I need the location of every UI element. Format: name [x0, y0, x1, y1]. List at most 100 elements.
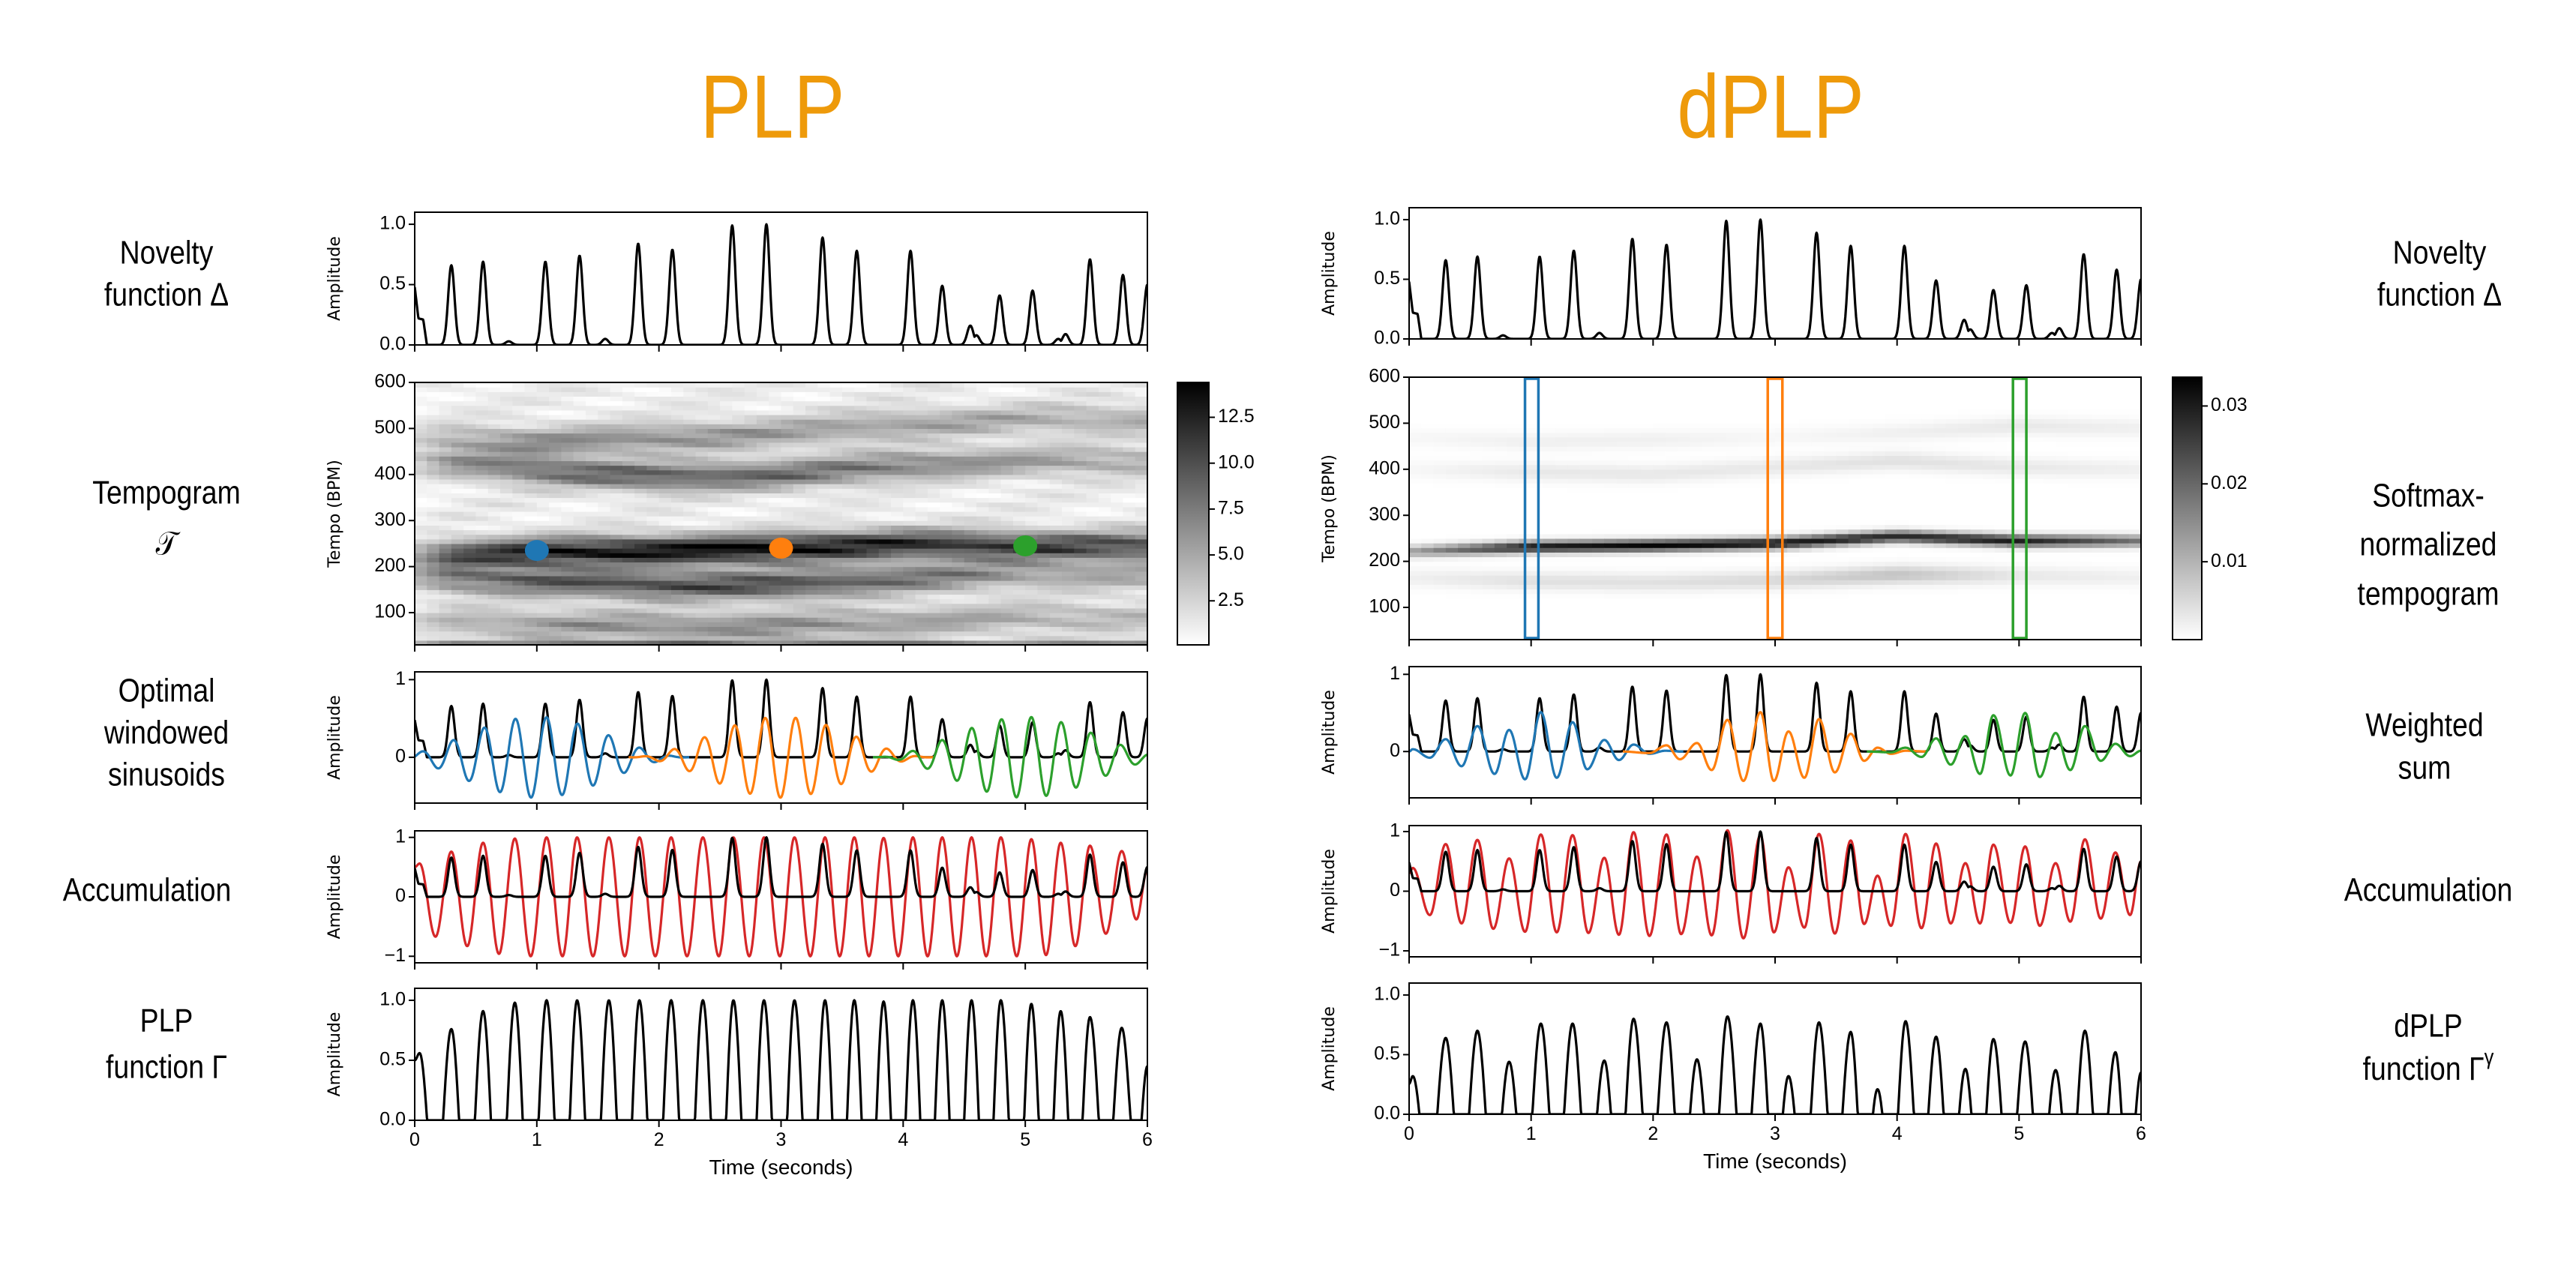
- heatmap-cell: [903, 478, 916, 484]
- heatmap-cell: [952, 478, 965, 484]
- heatmap-cell: [695, 520, 709, 526]
- heatmap-cell: [1641, 598, 1654, 604]
- heatmap-cell: [1690, 556, 1702, 562]
- heatmap-cell: [658, 400, 672, 406]
- heatmap-cell: [744, 387, 757, 392]
- heatmap-cell: [903, 405, 916, 411]
- heatmap-cell: [1458, 575, 1471, 580]
- heatmap-cell: [670, 446, 684, 452]
- heatmap-cell: [1665, 602, 1678, 608]
- heatmap-cell: [427, 534, 440, 540]
- heatmap-cell: [732, 488, 745, 493]
- heatmap-cell: [1111, 484, 1124, 489]
- heatmap-cell: [1592, 580, 1605, 585]
- heatmap-cell: [817, 562, 831, 568]
- heatmap-cell: [1123, 548, 1136, 553]
- heatmap-cell: [891, 419, 904, 424]
- heatmap-cell: [475, 543, 489, 549]
- heatmap-cell: [952, 451, 965, 457]
- heatmap-cell: [427, 617, 440, 622]
- heatmap-cell: [744, 456, 757, 461]
- heatmap-cell: [1421, 538, 1435, 544]
- heatmap-cell: [988, 538, 1002, 544]
- heatmap-cell: [439, 387, 452, 392]
- heatmap-cell: [646, 428, 660, 434]
- heatmap-cell: [1567, 478, 1581, 484]
- heatmap-cell: [499, 635, 513, 641]
- heatmap-cell: [707, 640, 721, 646]
- heatmap-cell: [670, 396, 684, 402]
- heatmap-cell: [536, 516, 550, 521]
- heatmap-cell: [1062, 446, 1075, 452]
- heatmap-cell: [817, 484, 831, 489]
- heatmap-cell: [524, 502, 538, 508]
- heatmap-cell: [1665, 625, 1678, 631]
- heatmap-cell: [1111, 387, 1124, 392]
- heatmap-cell: [1012, 520, 1026, 526]
- heatmap-cell: [940, 424, 953, 429]
- heatmap-cell: [707, 585, 721, 590]
- heatmap-cell: [1616, 423, 1630, 429]
- heatmap-cell: [439, 465, 452, 471]
- heatmap-cell: [561, 607, 574, 613]
- heatmap-cell: [927, 474, 940, 480]
- heatmap-cell: [1653, 386, 1666, 392]
- heatmap-cell: [1012, 553, 1026, 558]
- heatmap-cell: [1665, 511, 1678, 516]
- label-novelty-line2: function Δ: [104, 276, 229, 313]
- heatmap-cell: [878, 594, 892, 600]
- heatmap-cell: [1409, 602, 1422, 608]
- heatmap-cell: [549, 382, 562, 388]
- heatmap-cell: [415, 553, 427, 558]
- heatmap-cell: [1482, 436, 1495, 442]
- heatmap-cell: [1025, 456, 1039, 461]
- heatmap-cell: [1445, 377, 1459, 382]
- heatmap-cell: [1665, 505, 1678, 511]
- heatmap-cell: [439, 419, 452, 424]
- heatmap-cell: [1000, 478, 1014, 484]
- heatmap-cell: [756, 562, 769, 568]
- heatmap-cell: [756, 617, 769, 622]
- heatmap-cell: [1074, 617, 1087, 622]
- heatmap-cell: [756, 516, 769, 521]
- heatmap-cell: [793, 469, 806, 475]
- heatmap-cell: [1555, 409, 1569, 415]
- heatmap-cell: [1012, 382, 1026, 388]
- heatmap-cell: [1507, 483, 1519, 488]
- heatmap-cell: [915, 428, 928, 434]
- heatmap-cell: [1543, 464, 1556, 470]
- heatmap-cell: [1555, 441, 1569, 447]
- heatmap-cell: [1049, 631, 1063, 637]
- heatmap-cell: [1507, 418, 1519, 424]
- heatmap-cell: [670, 437, 684, 443]
- heatmap-cell: [878, 484, 892, 489]
- heatmap-cell: [1543, 602, 1556, 608]
- heatmap-cell: [1690, 386, 1702, 392]
- heatmap-cell: [744, 478, 757, 484]
- heatmap-cell: [841, 557, 855, 563]
- heatmap-cell: [512, 506, 526, 512]
- heatmap-cell: [1641, 543, 1654, 548]
- heatmap-cell: [781, 626, 794, 632]
- heatmap-cell: [878, 414, 892, 420]
- heatmap-cell: [891, 478, 904, 484]
- heatmap-cell: [988, 631, 1002, 637]
- heatmap-cell: [1482, 496, 1495, 502]
- heatmap-cell: [439, 594, 452, 600]
- heatmap-cell: [952, 553, 965, 558]
- heatmap-cell: [1458, 460, 1471, 466]
- heatmap-cell: [817, 534, 831, 540]
- heatmap-cell: [1604, 395, 1618, 401]
- heatmap-cell: [878, 460, 892, 466]
- heatmap-cell: [988, 516, 1002, 521]
- heatmap-cell: [1494, 473, 1507, 479]
- heatmap-cell: [854, 520, 868, 526]
- heatmap-cell: [451, 400, 464, 406]
- heatmap-cell: [781, 437, 794, 443]
- heatmap-cell: [598, 451, 611, 457]
- heatmap-cell: [646, 387, 660, 392]
- heatmap-cell: [1690, 575, 1702, 580]
- heatmap-cell: [1470, 418, 1483, 424]
- heatmap-cell: [1111, 525, 1124, 531]
- heatmap-cell: [1616, 391, 1630, 397]
